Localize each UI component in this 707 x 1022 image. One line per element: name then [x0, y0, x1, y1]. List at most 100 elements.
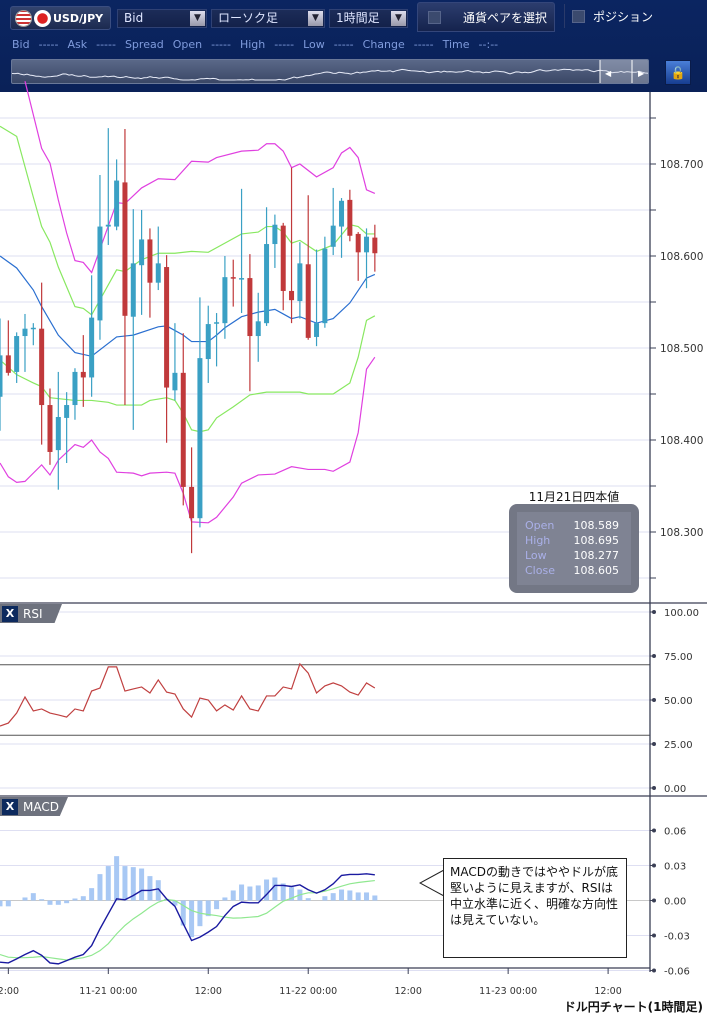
macd-histogram-bar — [214, 900, 220, 910]
macd-histogram-bar — [255, 885, 261, 901]
arrow-left-icon[interactable]: ◀ — [605, 69, 612, 78]
quote-label: Open — [172, 38, 203, 51]
ohlc-row: Open 108.589 — [525, 518, 629, 533]
time-tick-label: 12:00 — [594, 986, 621, 997]
ohlc-key: High — [525, 534, 551, 547]
price-type-select[interactable]: Bid ▼ — [117, 9, 207, 28]
macd-histogram-bar — [330, 893, 336, 901]
us-flag-icon — [15, 9, 32, 27]
navigator-window[interactable] — [600, 60, 649, 84]
chevron-down-icon: ▼ — [190, 11, 205, 26]
candle-body — [364, 236, 370, 253]
select-pair-checkbox[interactable] — [428, 10, 441, 24]
quote-value: ----- — [96, 38, 116, 51]
currency-pair-button[interactable]: USD/JPY — [10, 6, 111, 30]
macd-histogram-bar — [347, 890, 353, 901]
rsi-tick-label: 75.00 — [664, 652, 693, 663]
candle-body — [80, 371, 86, 378]
quote-value: ----- — [211, 38, 231, 51]
candle-body — [339, 200, 345, 227]
macd-histogram-bar — [172, 900, 178, 906]
chart-caption: ドル円チャート(1時間足) — [563, 1000, 703, 1014]
macd-histogram-bar — [114, 856, 120, 901]
rsi-label: RSI — [23, 606, 43, 621]
bollinger-upper2-line — [24, 81, 376, 274]
rsi-tick-label: 100.00 — [664, 608, 699, 619]
timeframe-value: 1時間足 — [336, 11, 380, 25]
chart-type-select[interactable]: ローソク足 ▼ — [211, 9, 325, 28]
quote-label: Bid — [12, 38, 30, 51]
macd-histogram-bar — [272, 877, 278, 901]
quote-label: Ask — [67, 38, 88, 51]
macd-tick-label: -0.03 — [664, 932, 690, 943]
ohlc-key: Low — [525, 549, 547, 562]
macd-histogram-bar — [305, 898, 311, 901]
candle-body — [272, 224, 278, 245]
candle-body — [214, 322, 220, 324]
macd-histogram-bar — [372, 895, 378, 901]
macd-histogram-bar — [222, 897, 228, 901]
navigator-trace: ◀ ▶ — [12, 60, 649, 84]
candle-body — [347, 199, 353, 236]
ohlc-row: High 108.695 — [525, 533, 629, 548]
candle-body — [55, 417, 61, 451]
macd-histogram-bar — [247, 886, 253, 901]
macd-histogram-bar — [289, 887, 295, 901]
candle-body — [322, 248, 328, 324]
chevron-down-icon: ▼ — [391, 11, 406, 26]
arrow-right-icon[interactable]: ▶ — [638, 69, 645, 78]
quote-value: ----- — [274, 38, 295, 51]
macd-histogram-bar — [72, 898, 78, 901]
time-tick-label: 2:00 — [0, 986, 19, 997]
macd-histogram-bar — [139, 868, 145, 901]
candle-body — [30, 327, 36, 330]
macd-histogram-bar — [64, 900, 70, 904]
price-tick-label: 108.300 — [660, 527, 703, 539]
bollinger-upper1-line — [0, 125, 375, 316]
candle-body — [297, 263, 303, 302]
quote-label: Low — [303, 38, 325, 51]
macd-tick-label: 0.00 — [664, 897, 686, 908]
close-rsi-button[interactable]: X — [2, 605, 18, 622]
candle-body — [247, 278, 253, 337]
position-checkbox[interactable] — [572, 10, 585, 23]
select-pair-button[interactable]: 通貨ペアを選択 — [417, 2, 555, 32]
macd-tick-label: -0.06 — [664, 967, 690, 978]
rsi-tick-label: 25.00 — [664, 740, 693, 751]
close-macd-button[interactable]: X — [2, 798, 18, 815]
quote-value: ----- — [413, 38, 434, 51]
timeframe-select[interactable]: 1時間足 ▼ — [329, 9, 408, 28]
candle-body — [239, 278, 245, 280]
ohlc-value: 108.589 — [573, 519, 620, 532]
quote-bar: Bid ----- Ask ----- Spread Open ----- High -----… — [12, 38, 507, 51]
macd-histogram-bar — [339, 889, 345, 901]
candle-body — [155, 263, 161, 283]
candle-body — [97, 226, 103, 321]
ohlc-title: 11月21日四本値 — [528, 490, 620, 504]
price-tick-label: 108.400 — [660, 435, 703, 447]
macd-histogram-bar — [89, 888, 95, 901]
select-pair-label: 通貨ペアを選択 — [463, 10, 548, 25]
ohlc-key: Open — [525, 519, 555, 532]
price-tick-label: 108.500 — [660, 343, 703, 355]
quote-value: ----- — [38, 38, 59, 51]
time-tick-label: 11-21 00:00 — [79, 986, 137, 997]
macd-histogram-bar — [97, 874, 103, 901]
quote-label: Change — [362, 38, 405, 51]
macd-histogram-bar — [180, 900, 186, 926]
navigator-scrollbar[interactable]: ◀ ▶ — [11, 59, 649, 84]
price-tick-label: 108.700 — [660, 159, 703, 171]
unlock-resize-icon[interactable]: 🔓 — [665, 60, 691, 85]
candle-body — [180, 372, 186, 487]
quote-label: Spread — [124, 38, 164, 51]
ohlc-row: Low 108.277 — [525, 548, 629, 563]
ohlc-panel: Open 108.589 High 108.695 Low 108.277 Close 108… — [509, 504, 639, 593]
bollinger-middle-line — [0, 255, 376, 357]
quote-value: --:-- — [478, 38, 499, 51]
candle-body — [0, 355, 3, 397]
macd-histogram-bar — [264, 879, 270, 901]
position-toggle[interactable]: ポジション — [572, 8, 653, 25]
macd-histogram-bar — [105, 866, 111, 901]
candle-body — [172, 372, 178, 391]
